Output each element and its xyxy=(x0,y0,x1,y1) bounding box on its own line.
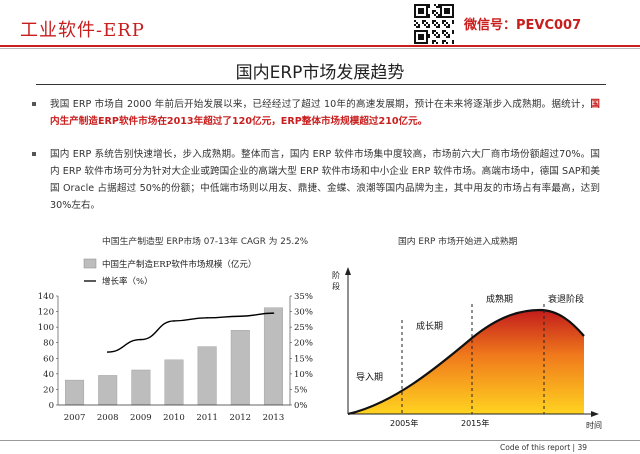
x-axis-label: 时间 xyxy=(586,420,602,430)
page-title: 国内ERP市场发展趋势 xyxy=(235,63,405,83)
y-left-tick-label: 0 xyxy=(49,401,54,411)
x-tick-label: 2011 xyxy=(196,413,218,423)
x-tick-label: 2010 xyxy=(163,413,185,423)
y-right-tick-label: 35% xyxy=(294,292,313,302)
y-right-tick-label: 15% xyxy=(294,354,313,364)
x-tick-label: 2012 xyxy=(229,413,251,423)
y-left-tick-label: 140 xyxy=(38,292,54,302)
header-title: 工业软件-ERP xyxy=(20,20,145,41)
qr-code-icon xyxy=(414,4,454,44)
footer-page-info: Code of this report | 39 xyxy=(500,443,588,452)
x-tick-label: 2009 xyxy=(130,413,152,423)
legend-line-label: 增长率（%） xyxy=(102,276,153,287)
y-right-tick-label: 0% xyxy=(294,401,308,411)
bullet-market-maturity: 国内 ERP 系统告别快速增长，步入成熟期。整体而言，国内 ERP 软件市场集中… xyxy=(32,146,600,214)
milestone-2005: 2005年 xyxy=(390,418,418,428)
wechat-id: 微信号：PEVC007 xyxy=(464,18,582,33)
milestone-2015: 2015年 xyxy=(461,418,489,428)
erp-market-chart: 0 20 40 60 80 100 120 140 0% 5% 10% 15% 20% 25% 30% 35%… xyxy=(38,258,313,423)
bullet-market-size: 我国 ERP 市场自 2000 年前后开始发展以来，已经经过了超过 10年的高速… xyxy=(32,96,600,130)
bar-2011 xyxy=(197,346,217,406)
x-tick-label: 2007 xyxy=(64,413,86,423)
bullet-marker xyxy=(32,152,36,156)
lifecycle-fill xyxy=(348,310,584,414)
title-underline xyxy=(36,84,606,85)
growth-rate-point xyxy=(140,338,142,341)
bar-2009 xyxy=(131,369,151,406)
bullet-text-lead: 我国 ERP 市场自 2000 年前后开始发展以来，已经经过了超过 10年的高速… xyxy=(50,99,591,110)
y-left-tick-label: 120 xyxy=(38,308,54,318)
growth-rate-line xyxy=(107,312,274,353)
bar-2007 xyxy=(65,379,85,406)
bar-2010 xyxy=(164,359,184,406)
growth-rate-point xyxy=(239,315,242,318)
y-right-tick-label: 20% xyxy=(294,339,313,349)
diagram-caption: 国内 ERP 市场开始进入成熟期 xyxy=(398,237,518,247)
y-axis-arrow-icon xyxy=(345,267,351,275)
x-axis-arrow-icon xyxy=(591,411,599,417)
y-left-tick-label: 40 xyxy=(43,370,54,380)
bar-2013 xyxy=(263,307,283,406)
chart-caption: 中国生产制造型 ERP市场 07-13年 CAGR 为 25.2% xyxy=(102,237,309,247)
growth-rate-point xyxy=(173,320,175,322)
y-right-tick-label: 5% xyxy=(294,385,308,395)
y-right-tick-label: 30% xyxy=(294,308,313,318)
y-axis-label-1: 阶 xyxy=(332,270,340,280)
y-left-tick-label: 20 xyxy=(43,385,54,395)
y-left-tick-label: 60 xyxy=(43,354,54,364)
y-left-tick-label: 80 xyxy=(43,339,54,349)
growth-rate-point xyxy=(106,351,109,353)
stage-decline: 衰退阶段 xyxy=(548,293,584,305)
stage-maturity: 成熟期 xyxy=(486,293,513,305)
header-divider-gray xyxy=(0,48,640,49)
bullet-text: 国内 ERP 系统告别快速增长，步入成熟期。整体而言，国内 ERP 软件市场集中… xyxy=(50,146,600,214)
bar-2012 xyxy=(230,330,250,406)
legend-bar-swatch xyxy=(83,258,97,269)
footer-divider xyxy=(0,440,640,441)
bullet-marker xyxy=(32,102,36,106)
growth-rate-point xyxy=(272,312,275,314)
y-right-tick-label: 25% xyxy=(294,323,313,333)
stage-growth: 成长期 xyxy=(416,320,443,332)
lifecycle-diagram: 阶 段 时间 导入期 成长期 成熟期 衰退阶段 2005年 2015年 xyxy=(332,267,602,430)
x-tick-label: 2008 xyxy=(97,413,119,423)
bullet-text-body: 国内 ERP 系统告别快速增长，步入成熟期。整体而言，国内 ERP 软件市场集中… xyxy=(50,149,600,211)
y-left-tick-label: 100 xyxy=(38,323,54,333)
stage-introduction: 导入期 xyxy=(356,372,383,383)
y-axis-label-2: 段 xyxy=(332,281,340,291)
growth-rate-point xyxy=(206,317,208,319)
bullet-text-highlight: 国内生产制造ERP软件市场在2013年超过了120亿元，ERP整体市场规模超过2… xyxy=(50,99,600,127)
x-tick-label: 2013 xyxy=(263,413,285,423)
header-divider xyxy=(0,45,640,47)
bullet-text: 我国 ERP 市场自 2000 年前后开始发展以来，已经经过了超过 10年的高速… xyxy=(50,96,600,130)
legend-bar-label: 中国生产制造ERP软件市场规模（亿元） xyxy=(102,259,256,270)
y-right-tick-label: 10% xyxy=(294,370,313,380)
lifecycle-curve xyxy=(347,308,585,416)
bar-2008 xyxy=(98,375,118,406)
